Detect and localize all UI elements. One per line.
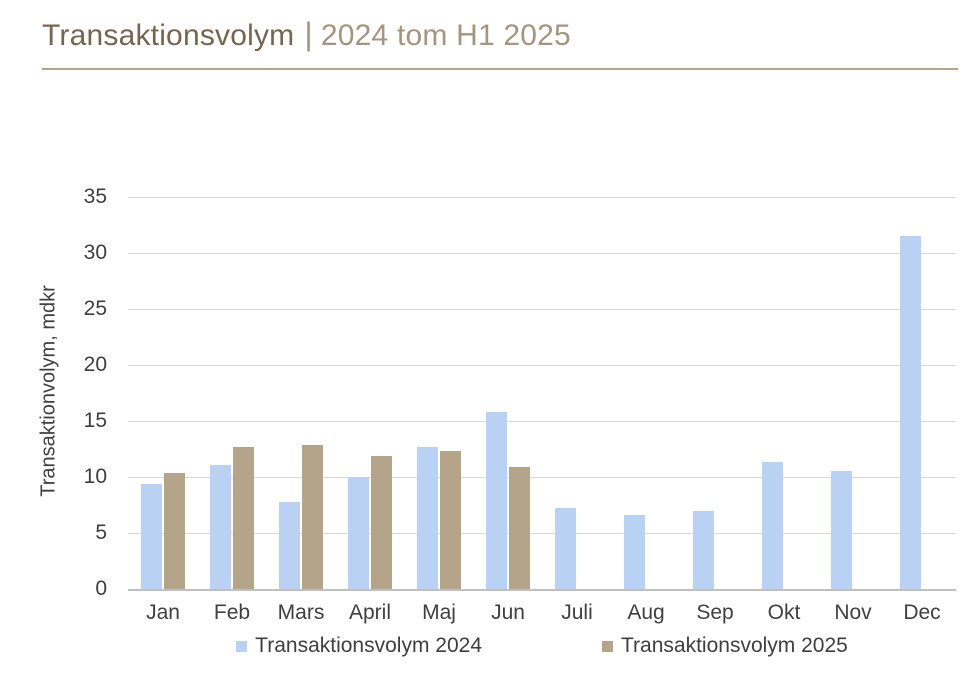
- gridline: [128, 421, 956, 422]
- title-separator: |: [304, 16, 313, 52]
- x-tick-label-jan: Jan: [146, 601, 180, 624]
- bar-2024-aug: [624, 515, 645, 589]
- bar-2025-april: [371, 456, 392, 589]
- x-tick-label-feb: Feb: [213, 601, 251, 624]
- legend-item-2024: Transaktionsvolym 2024: [236, 634, 482, 658]
- gridline: [128, 365, 956, 366]
- y-tick-label: 0: [95, 577, 107, 600]
- y-tick-label: 10: [83, 465, 107, 488]
- x-axis-baseline: [128, 589, 956, 591]
- bar-2024-juli: [555, 508, 576, 589]
- y-tick-label: 30: [83, 241, 107, 264]
- bar-2024-sep: [693, 511, 714, 589]
- y-tick-label: 5: [95, 521, 107, 544]
- y-tick-label: 35: [83, 185, 107, 208]
- title-subtitle: 2024 tom H1 2025: [320, 19, 571, 52]
- chart-legend: Transaktionsvolym 2024 Transaktionsvolym…: [128, 634, 956, 658]
- bar-2025-mars: [302, 445, 323, 589]
- legend-item-2025: Transaktionsvolym 2025: [602, 634, 848, 658]
- x-tick-label-juli: Juli: [561, 601, 593, 624]
- gridline: [128, 477, 956, 478]
- bar-2024-maj: [417, 447, 438, 589]
- gridline: [128, 197, 956, 198]
- y-tick-label: 15: [83, 409, 107, 432]
- y-tick-label: 25: [83, 297, 107, 320]
- bar-2025-jan: [164, 473, 185, 589]
- x-tick-label-mars: Mars: [277, 601, 325, 624]
- bar-2024-okt: [762, 462, 783, 589]
- x-tick-label-april: April: [348, 601, 391, 624]
- bar-2025-feb: [233, 447, 254, 589]
- x-tick-label-maj: Maj: [422, 601, 456, 624]
- bar-2024-jan: [141, 484, 162, 589]
- bar-2024-jun: [486, 412, 507, 589]
- bar-2025-jun: [509, 467, 530, 589]
- title-underline: [42, 68, 958, 70]
- x-tick-label-sep: Sep: [696, 601, 734, 624]
- page-title: Transaktionsvolym | 2024 tom H1 2025: [42, 14, 571, 56]
- bar-2024-nov: [831, 471, 852, 589]
- x-tick-label-dec: Dec: [903, 601, 941, 624]
- legend-swatch-2024-icon: [236, 640, 248, 652]
- y-tick-label: 20: [83, 353, 107, 376]
- bar-2025-maj: [440, 451, 461, 589]
- legend-label-2025: Transaktionsvolym 2025: [621, 634, 848, 657]
- x-tick-label-aug: Aug: [627, 601, 665, 624]
- legend-label-2024: Transaktionsvolym 2024: [255, 634, 482, 657]
- gridline: [128, 253, 956, 254]
- legend-swatch-2025-icon: [602, 640, 613, 652]
- x-tick-label-nov: Nov: [834, 601, 872, 624]
- title-main: Transaktionsvolym: [42, 19, 295, 52]
- bar-2024-feb: [210, 465, 231, 589]
- gridline: [128, 533, 956, 534]
- bar-2024-dec: [900, 236, 921, 589]
- x-tick-label-jun: Jun: [491, 601, 525, 624]
- bar-2024-mars: [279, 502, 300, 589]
- x-tick-label-okt: Okt: [767, 601, 801, 624]
- bar-2024-april: [348, 477, 369, 589]
- gridline: [128, 309, 956, 310]
